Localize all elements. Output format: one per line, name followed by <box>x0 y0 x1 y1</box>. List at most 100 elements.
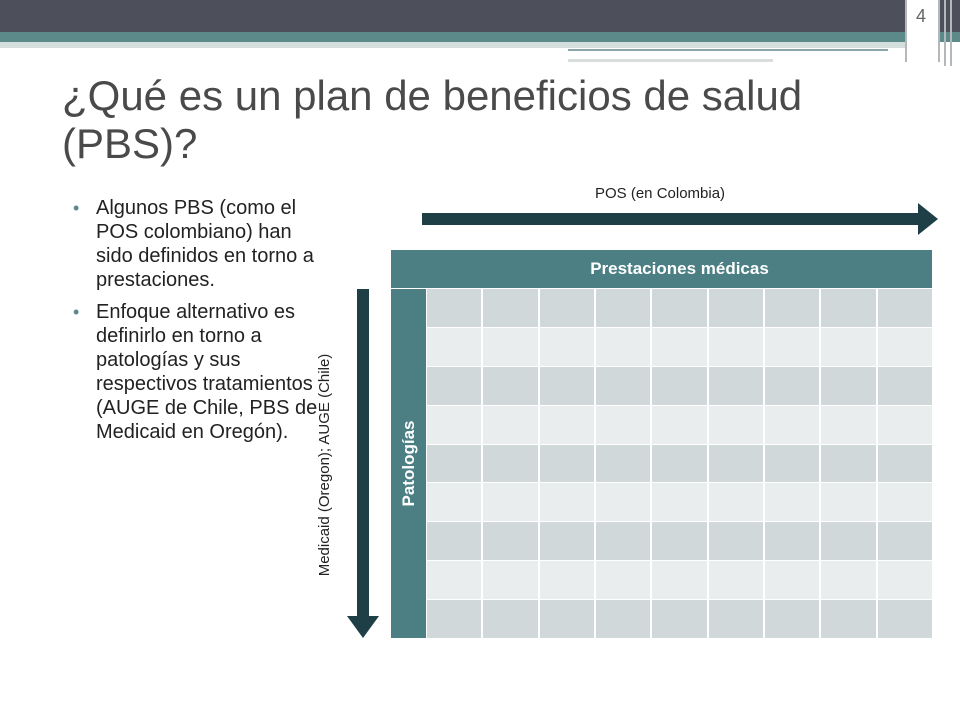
grid-cell <box>821 483 876 522</box>
grid-row <box>427 327 932 366</box>
grid-cell <box>764 327 820 366</box>
grid-cell <box>595 600 651 639</box>
grid-cell <box>708 561 763 600</box>
grid-cell <box>708 444 763 483</box>
grid-cell <box>877 405 932 444</box>
grid-cell <box>764 561 820 600</box>
grid-cell <box>483 405 538 444</box>
benefit-grid <box>427 289 932 639</box>
grid-cell <box>595 483 651 522</box>
grid-cell <box>539 289 594 327</box>
grid-cell <box>821 600 876 639</box>
grid-cell <box>764 366 820 405</box>
bullet-item: • Enfoque alternativo es definirlo en tor… <box>70 300 320 444</box>
grid-cell <box>652 561 707 600</box>
grid-cell <box>877 366 932 405</box>
bullet-icon: • <box>73 302 80 322</box>
grid-cell <box>652 327 707 366</box>
grid-cell <box>427 289 482 327</box>
grid-cell <box>483 600 538 639</box>
grid-cell <box>539 561 594 600</box>
bullet-list: • Algunos PBS (como el POS colombiano) ha… <box>70 196 320 452</box>
grid-cell <box>539 366 594 405</box>
grid-cell <box>821 444 876 483</box>
grid-cell <box>708 483 763 522</box>
grid-cell <box>595 289 651 327</box>
grid-cell <box>764 483 820 522</box>
grid-cell <box>595 327 651 366</box>
grid-cell <box>821 405 876 444</box>
grid-row <box>427 522 932 561</box>
grid-cell <box>764 444 820 483</box>
grid-cell <box>708 522 763 561</box>
grid-cell <box>539 444 594 483</box>
grid-cell <box>764 600 820 639</box>
grid-cell <box>708 600 763 639</box>
grid-cell <box>427 405 482 444</box>
grid-cell <box>483 366 538 405</box>
grid-cell <box>595 561 651 600</box>
grid-cell <box>821 327 876 366</box>
grid-cell <box>427 366 482 405</box>
grid-cell <box>821 522 876 561</box>
grid-cell <box>764 522 820 561</box>
grid-cell <box>483 444 538 483</box>
bullet-item: • Algunos PBS (como el POS colombiano) ha… <box>70 196 320 292</box>
grid-cell <box>708 405 763 444</box>
column-header: Prestaciones médicas <box>590 259 769 278</box>
grid-row <box>427 600 932 639</box>
grid-cell <box>483 483 538 522</box>
grid-row <box>427 366 932 405</box>
grid-cell <box>539 327 594 366</box>
grid-cell <box>877 483 932 522</box>
bullet-text: Algunos PBS (como el POS colombiano) han… <box>96 197 314 291</box>
decorative-line <box>568 59 773 62</box>
grid-cell <box>764 289 820 327</box>
grid-cell <box>764 405 820 444</box>
grid-cell <box>708 327 763 366</box>
decorative-vertical-line <box>944 0 946 66</box>
horizontal-arrow-label: POS (en Colombia) <box>595 185 726 202</box>
grid-cell <box>427 600 482 639</box>
grid-cell <box>877 600 932 639</box>
grid-cell <box>483 561 538 600</box>
grid-cell <box>652 600 707 639</box>
grid-row <box>427 405 932 444</box>
grid-cell <box>877 444 932 483</box>
grid-cell <box>877 327 932 366</box>
decorative-vertical-line <box>938 0 940 62</box>
grid-cell <box>539 522 594 561</box>
grid-cell <box>595 522 651 561</box>
grid-cell <box>595 366 651 405</box>
grid-cell <box>877 289 932 327</box>
grid-row <box>427 444 932 483</box>
grid-cell <box>821 366 876 405</box>
grid-row <box>427 289 932 327</box>
grid-cell <box>427 561 482 600</box>
vertical-arrow-icon <box>347 289 379 638</box>
decorative-vertical-line <box>905 0 907 62</box>
grid-cell <box>427 483 482 522</box>
grid-cell <box>595 444 651 483</box>
top-light-bar <box>0 42 930 48</box>
bullet-icon: • <box>73 198 80 218</box>
grid-cell <box>652 483 707 522</box>
grid-cell <box>483 327 538 366</box>
row-header: Patologías <box>399 420 418 507</box>
grid-cell <box>483 522 538 561</box>
grid-cell <box>427 522 482 561</box>
grid-cell <box>539 483 594 522</box>
row-header-band <box>391 289 426 638</box>
grid-cell <box>427 327 482 366</box>
top-teal-bar <box>0 32 960 42</box>
top-dark-bar <box>0 0 960 32</box>
grid-cell <box>539 405 594 444</box>
grid-cell <box>821 289 876 327</box>
horizontal-arrow-icon <box>422 203 938 235</box>
grid-cell <box>652 444 707 483</box>
grid-cell <box>652 366 707 405</box>
grid-cell <box>652 405 707 444</box>
grid-cell <box>652 522 707 561</box>
grid-cell <box>708 289 763 327</box>
decorative-vertical-line <box>950 0 952 66</box>
